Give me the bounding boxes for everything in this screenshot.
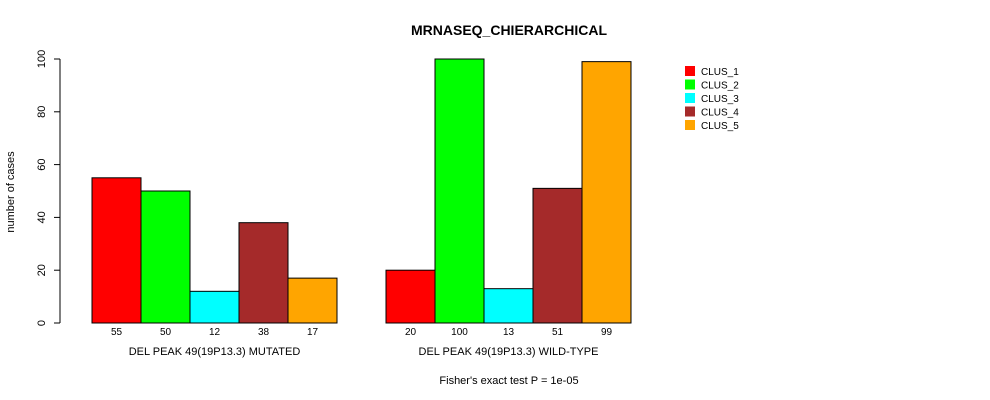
- legend-swatch: [685, 79, 695, 90]
- group-label: DEL PEAK 49(19P13.3) WILD-TYPE: [419, 346, 599, 358]
- y-tick-label: 0: [36, 320, 48, 326]
- bar-value-label: 13: [503, 327, 515, 338]
- chart-title: MRNASEQ_CHIERARCHICAL: [411, 22, 607, 38]
- y-axis: 0 20 40 60 80 100: [36, 50, 61, 326]
- legend-label: CLUS_4: [701, 108, 739, 119]
- bar-clus-4: [238, 222, 289, 324]
- bar-clus-3: [483, 288, 534, 324]
- y-tick-label: 60: [36, 158, 48, 170]
- legend-label: CLUS_5: [701, 121, 739, 132]
- y-tick-label: 100: [36, 50, 48, 68]
- y-tick-label: 20: [36, 264, 48, 276]
- y-tick-label: 80: [36, 106, 48, 118]
- bar-clus-2: [140, 190, 191, 324]
- bar-value-label: 12: [209, 327, 221, 338]
- y-tick-label: 40: [36, 211, 48, 223]
- bar-clus-5: [287, 277, 338, 324]
- bar-value-label: 55: [111, 327, 123, 338]
- bar-value-label: 38: [258, 327, 270, 338]
- y-axis-label: number of cases: [5, 151, 17, 233]
- bar-value-label: 100: [451, 327, 468, 338]
- legend: CLUS_1 CLUS_2 CLUS_3 CLUS_4 CLUS_5: [685, 66, 739, 132]
- legend-label: CLUS_3: [701, 94, 739, 105]
- bar-value-label: 20: [405, 327, 417, 338]
- group-labels-layer: DEL PEAK 49(19P13.3) MUTATED DEL PEAK 49(…: [129, 346, 599, 358]
- value-labels-layer: 55 50 12 38 17 20 100 13 51 99: [111, 327, 613, 338]
- legend-swatch: [685, 93, 695, 103]
- bar-clus-2: [434, 58, 485, 324]
- legend-swatch: [685, 106, 695, 117]
- legend-swatch: [685, 120, 695, 130]
- group-label: DEL PEAK 49(19P13.3) MUTATED: [129, 346, 301, 358]
- bar-clus-3: [189, 290, 240, 324]
- bar-value-label: 99: [601, 327, 613, 338]
- bar-value-label: 17: [307, 327, 319, 338]
- bar-clus-1: [91, 177, 142, 324]
- bar-clus-4: [532, 187, 583, 324]
- fisher-test-footnote: Fisher's exact test P = 1e-05: [439, 375, 578, 387]
- bar-value-label: 51: [552, 327, 564, 338]
- bar-value-label: 50: [160, 327, 172, 338]
- bar-clus-5: [581, 61, 632, 324]
- bars-layer: [91, 58, 632, 324]
- legend-label: CLUS_2: [701, 81, 739, 92]
- bar-clus-1: [385, 269, 436, 324]
- legend-label: CLUS_1: [701, 67, 739, 78]
- legend-swatch: [685, 66, 695, 76]
